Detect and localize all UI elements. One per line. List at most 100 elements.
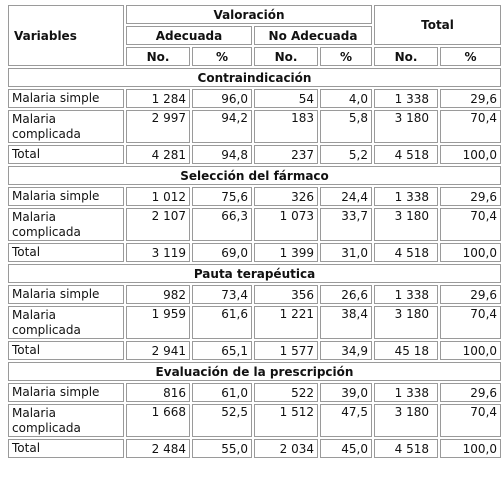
section-title: Selección del fármaco bbox=[8, 166, 502, 185]
header-total-no: No. bbox=[374, 47, 438, 66]
section-row: Contraindicación bbox=[8, 68, 502, 87]
total-pct-cell: 29,6 bbox=[440, 187, 502, 206]
total-pct-cell: 29,6 bbox=[440, 285, 502, 304]
no-adecuada-no-cell: 237 bbox=[254, 145, 318, 164]
no-adecuada-no-cell: 183 bbox=[254, 110, 318, 143]
valoracion-table: Variables Valoración Total Adecuada No A… bbox=[6, 3, 503, 460]
row-label: Malaria simple bbox=[8, 187, 124, 206]
total-pct-cell: 70,4 bbox=[440, 404, 502, 437]
adecuada-no-cell: 2 997 bbox=[126, 110, 190, 143]
header-valoracion: Valoración bbox=[126, 5, 372, 24]
total-pct-cell: 70,4 bbox=[440, 110, 502, 143]
row-label: Total bbox=[8, 341, 124, 360]
table-row: Malaria simple 1 012 75,6 326 24,4 1 338 29,6 bbox=[8, 187, 502, 206]
total-no-cell: 3 180 bbox=[374, 306, 438, 339]
adecuada-pct-cell: 66,3 bbox=[192, 208, 252, 241]
table-row: Malaria complicada 1 668 52,5 1 512 47,5 3 18… bbox=[8, 404, 502, 437]
header-adecuada: Adecuada bbox=[126, 26, 252, 45]
adecuada-no-cell: 2 484 bbox=[126, 439, 190, 458]
table-body: Contraindicación Malaria simple 1 284 96,0 5… bbox=[8, 68, 502, 458]
no-adecuada-no-cell: 1 512 bbox=[254, 404, 318, 437]
row-label: Malaria simple bbox=[8, 285, 124, 304]
no-adecuada-no-cell: 2 034 bbox=[254, 439, 318, 458]
no-adecuada-pct-cell: 34,9 bbox=[320, 341, 372, 360]
section-title: Contraindicación bbox=[8, 68, 502, 87]
no-adecuada-no-cell: 356 bbox=[254, 285, 318, 304]
table-row: Malaria complicada 1 959 61,6 1 221 38,4 3 18… bbox=[8, 306, 502, 339]
total-no-cell: 3 180 bbox=[374, 110, 438, 143]
total-no-cell: 3 180 bbox=[374, 404, 438, 437]
table-row: Malaria simple 816 61,0 522 39,0 1 338 29,6 bbox=[8, 383, 502, 402]
header-no-adecuada: No Adecuada bbox=[254, 26, 372, 45]
no-adecuada-no-cell: 1 073 bbox=[254, 208, 318, 241]
total-no-cell: 1 338 bbox=[374, 285, 438, 304]
total-pct-cell: 100,0 bbox=[440, 145, 502, 164]
header-no-adecuada-pct: % bbox=[320, 47, 372, 66]
table-row: Malaria simple 982 73,4 356 26,6 1 338 29,6 bbox=[8, 285, 502, 304]
adecuada-pct-cell: 61,0 bbox=[192, 383, 252, 402]
no-adecuada-pct-cell: 4,0 bbox=[320, 89, 372, 108]
row-label: Total bbox=[8, 243, 124, 262]
table-row: Total 4 281 94,8 237 5,2 4 518 100,0 bbox=[8, 145, 502, 164]
row-label: Malaria complicada bbox=[8, 208, 124, 241]
section-title: Evaluación de la prescripción bbox=[8, 362, 502, 381]
total-no-cell: 4 518 bbox=[374, 439, 438, 458]
adecuada-no-cell: 1 012 bbox=[126, 187, 190, 206]
no-adecuada-pct-cell: 26,6 bbox=[320, 285, 372, 304]
no-adecuada-pct-cell: 39,0 bbox=[320, 383, 372, 402]
total-no-cell: 45 18 bbox=[374, 341, 438, 360]
table-row: Malaria complicada 2 107 66,3 1 073 33,7 3 18… bbox=[8, 208, 502, 241]
adecuada-pct-cell: 55,0 bbox=[192, 439, 252, 458]
total-pct-cell: 100,0 bbox=[440, 439, 502, 458]
total-no-cell: 1 338 bbox=[374, 187, 438, 206]
total-pct-cell: 100,0 bbox=[440, 243, 502, 262]
total-pct-cell: 70,4 bbox=[440, 208, 502, 241]
adecuada-no-cell: 2 107 bbox=[126, 208, 190, 241]
adecuada-pct-cell: 75,6 bbox=[192, 187, 252, 206]
header-no-adecuada-no: No. bbox=[254, 47, 318, 66]
row-label: Malaria complicada bbox=[8, 306, 124, 339]
total-no-cell: 3 180 bbox=[374, 208, 438, 241]
total-pct-cell: 29,6 bbox=[440, 383, 502, 402]
table-row: Malaria simple 1 284 96,0 54 4,0 1 338 29,6 bbox=[8, 89, 502, 108]
header-adecuada-pct: % bbox=[192, 47, 252, 66]
adecuada-no-cell: 3 119 bbox=[126, 243, 190, 262]
row-label: Total bbox=[8, 145, 124, 164]
total-pct-cell: 29,6 bbox=[440, 89, 502, 108]
adecuada-pct-cell: 94,8 bbox=[192, 145, 252, 164]
no-adecuada-pct-cell: 38,4 bbox=[320, 306, 372, 339]
no-adecuada-pct-cell: 47,5 bbox=[320, 404, 372, 437]
no-adecuada-pct-cell: 45,0 bbox=[320, 439, 372, 458]
section-row: Selección del fármaco bbox=[8, 166, 502, 185]
row-label: Malaria complicada bbox=[8, 404, 124, 437]
row-label: Total bbox=[8, 439, 124, 458]
no-adecuada-pct-cell: 33,7 bbox=[320, 208, 372, 241]
header-variables: Variables bbox=[8, 5, 124, 66]
total-pct-cell: 70,4 bbox=[440, 306, 502, 339]
no-adecuada-no-cell: 522 bbox=[254, 383, 318, 402]
section-row: Evaluación de la prescripción bbox=[8, 362, 502, 381]
no-adecuada-no-cell: 1 399 bbox=[254, 243, 318, 262]
adecuada-no-cell: 1 959 bbox=[126, 306, 190, 339]
no-adecuada-pct-cell: 31,0 bbox=[320, 243, 372, 262]
table-row: Total 2 941 65,1 1 577 34,9 45 18 100,0 bbox=[8, 341, 502, 360]
no-adecuada-pct-cell: 24,4 bbox=[320, 187, 372, 206]
adecuada-pct-cell: 69,0 bbox=[192, 243, 252, 262]
table-row: Total 2 484 55,0 2 034 45,0 4 518 100,0 bbox=[8, 439, 502, 458]
no-adecuada-pct-cell: 5,8 bbox=[320, 110, 372, 143]
no-adecuada-no-cell: 1 577 bbox=[254, 341, 318, 360]
section-row: Pauta terapéutica bbox=[8, 264, 502, 283]
adecuada-pct-cell: 96,0 bbox=[192, 89, 252, 108]
adecuada-pct-cell: 61,6 bbox=[192, 306, 252, 339]
table-row: Total 3 119 69,0 1 399 31,0 4 518 100,0 bbox=[8, 243, 502, 262]
adecuada-no-cell: 2 941 bbox=[126, 341, 190, 360]
no-adecuada-no-cell: 326 bbox=[254, 187, 318, 206]
table-row: Malaria complicada 2 997 94,2 183 5,8 3 180 70… bbox=[8, 110, 502, 143]
total-no-cell: 1 338 bbox=[374, 89, 438, 108]
no-adecuada-no-cell: 1 221 bbox=[254, 306, 318, 339]
adecuada-no-cell: 1 668 bbox=[126, 404, 190, 437]
table-header: Variables Valoración Total Adecuada No A… bbox=[8, 5, 502, 66]
total-no-cell: 1 338 bbox=[374, 383, 438, 402]
header-total-pct: % bbox=[440, 47, 502, 66]
adecuada-no-cell: 816 bbox=[126, 383, 190, 402]
